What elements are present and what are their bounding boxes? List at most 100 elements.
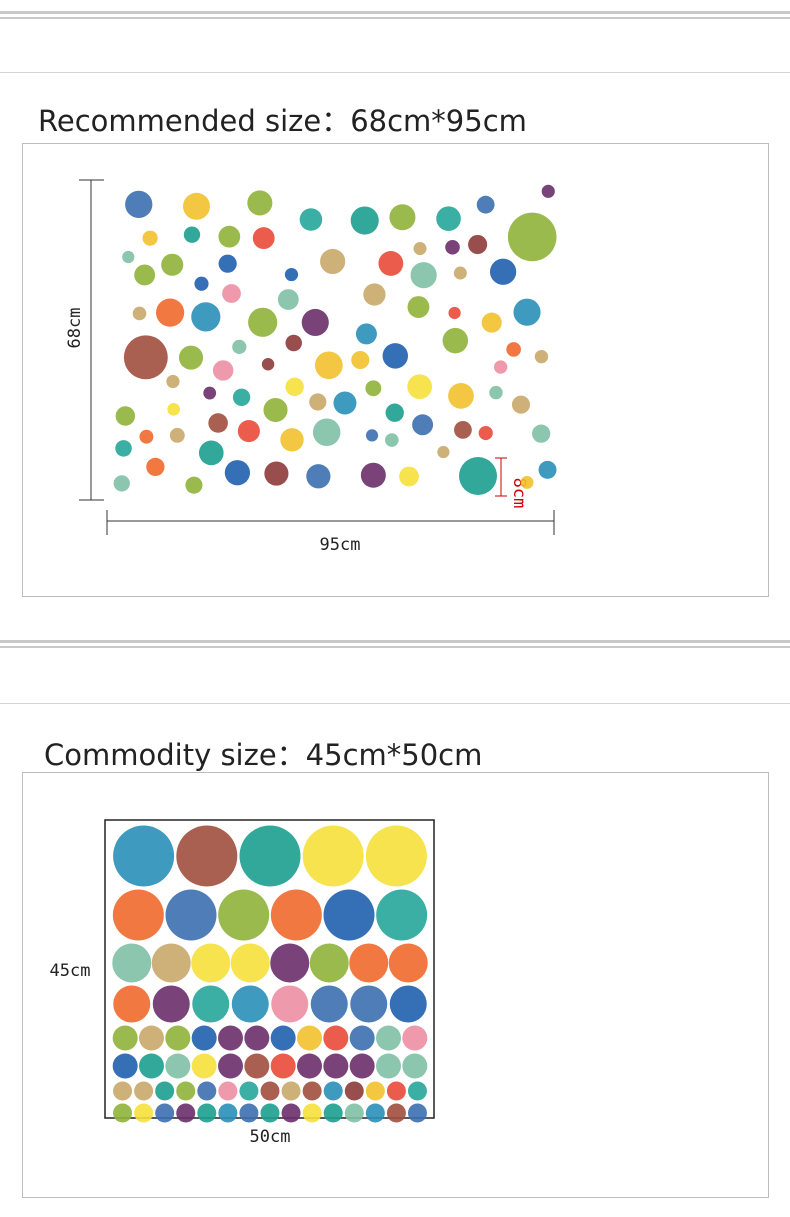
decor-circle (407, 374, 433, 400)
decor-circle (365, 1103, 385, 1123)
decor-circle (350, 985, 388, 1023)
decor-circle (270, 889, 322, 941)
decor-circle (139, 1053, 164, 1079)
decor-circle (412, 414, 434, 436)
divider (0, 640, 790, 643)
decor-circle (122, 250, 135, 264)
decor-circle (260, 1081, 280, 1101)
decor-circle (323, 1081, 343, 1101)
decor-circle (323, 1025, 349, 1051)
decor-circle (320, 248, 346, 275)
decor-circle (218, 1053, 243, 1079)
decor-circle (115, 406, 136, 426)
decor-circle (478, 425, 493, 441)
section-title: Commodity size：45cm*50cm (44, 738, 483, 772)
decor-circle (436, 206, 461, 231)
decor-circle (134, 1103, 154, 1123)
decor-circle (192, 985, 230, 1023)
decor-circle (218, 1103, 238, 1123)
decor-circle (252, 227, 275, 250)
decor-circle (271, 985, 309, 1023)
decor-circle (112, 1025, 138, 1051)
decor-circle (351, 350, 370, 370)
width-label: 50cm (250, 1127, 291, 1147)
decor-circle (481, 312, 502, 333)
dimension-lines (79, 179, 555, 535)
decor-circle (386, 1081, 406, 1101)
decor-circle (284, 267, 299, 282)
decor-circle (270, 1053, 296, 1079)
decor-circle (112, 889, 164, 941)
decor-circle (323, 1103, 343, 1123)
decor-circle (344, 1081, 364, 1101)
decor-circle (541, 184, 555, 198)
circles (112, 184, 557, 1123)
decor-circle (113, 985, 151, 1023)
decor-circle (183, 192, 210, 220)
image-frame (22, 143, 769, 597)
decor-circle (355, 323, 377, 345)
divider (0, 72, 790, 73)
decor-circle (453, 266, 467, 280)
decor-circle (155, 1103, 175, 1123)
decor-circle (385, 433, 399, 447)
decor-circle (513, 298, 541, 326)
decor-circle (134, 264, 156, 286)
decor-circle (230, 943, 270, 983)
decor-circle (232, 388, 251, 407)
decor-circle (489, 258, 517, 285)
decor-circle (264, 461, 289, 486)
decor-circle (115, 440, 132, 457)
height-label: 68cm (65, 308, 85, 349)
decor-circle (448, 306, 461, 320)
decor-circle (152, 985, 190, 1023)
circle-dimension (495, 457, 507, 497)
divider (0, 703, 790, 704)
decor-circle (389, 204, 416, 231)
decor-circle (376, 1025, 401, 1051)
decor-circle (198, 440, 224, 466)
decor-circle (191, 1053, 217, 1079)
decor-circle (493, 360, 508, 374)
decor-circle (218, 1081, 238, 1101)
decor-circle (183, 226, 201, 243)
decor-circle (247, 190, 273, 216)
decor-circle (146, 457, 165, 477)
decor-circle (165, 1025, 191, 1051)
decor-circle (218, 254, 237, 273)
width-label: 95cm (320, 535, 361, 555)
decor-circle (176, 825, 238, 887)
decor-circle (468, 234, 488, 255)
decor-circle (489, 385, 503, 400)
decor-circle (281, 1103, 301, 1123)
decor-circle (399, 466, 419, 487)
divider (0, 646, 790, 648)
decor-circle (360, 462, 386, 488)
decor-circle (244, 1025, 270, 1051)
decor-circle (169, 427, 185, 443)
decor-circle (302, 825, 364, 887)
decor-circle (378, 251, 404, 276)
decor-circle (506, 342, 521, 357)
decor-circle (166, 374, 180, 389)
decor-circle (520, 475, 534, 489)
decor-circle (437, 445, 450, 459)
decor-circle (323, 1053, 349, 1079)
decor-circle (365, 429, 379, 442)
decor-circle (350, 206, 379, 235)
decor-circle (302, 1081, 322, 1101)
decor-circle (323, 889, 375, 941)
decor-circle (310, 985, 348, 1023)
decor-circle (312, 418, 341, 447)
decor-circle (212, 360, 234, 381)
decor-circle (139, 429, 154, 444)
decor-circle (407, 1103, 427, 1123)
decor-circle (277, 289, 299, 310)
decor-circle (445, 239, 460, 255)
decor-circle (222, 284, 241, 303)
decor-circle (239, 825, 301, 887)
decor-circle (365, 825, 427, 887)
decor-circle (511, 395, 531, 414)
decor-circle (203, 386, 217, 400)
